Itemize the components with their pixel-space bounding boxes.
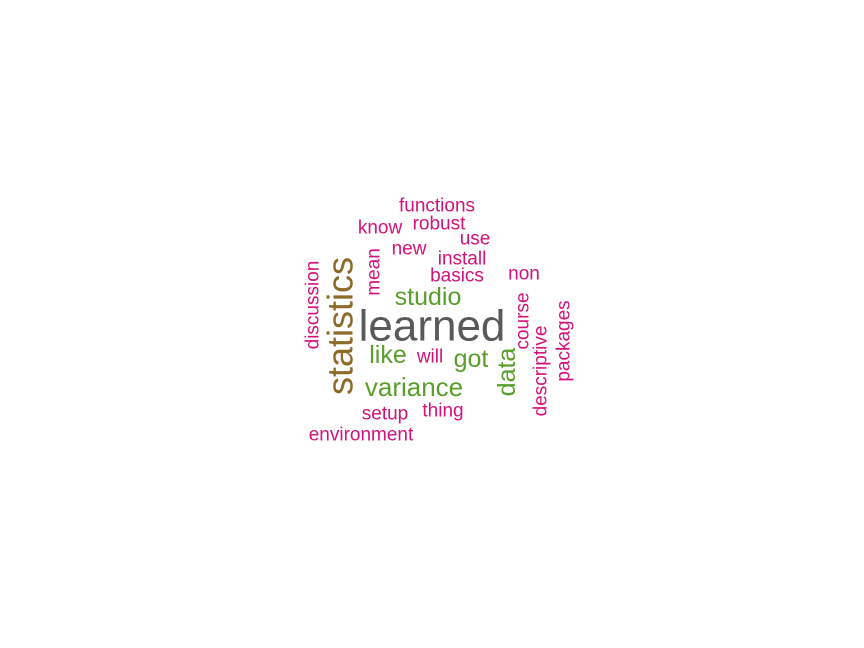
word-studio: studio xyxy=(395,283,462,311)
word-install: install xyxy=(438,249,487,270)
word-non: non xyxy=(508,264,540,285)
word-descriptive: descriptive xyxy=(531,326,552,417)
word-robust: robust xyxy=(413,214,467,235)
word-functions: functions xyxy=(399,196,475,217)
word-course: course xyxy=(513,292,534,349)
word-discussion: discussion xyxy=(303,261,324,350)
word-know: know xyxy=(358,218,403,239)
word-mean: mean xyxy=(364,248,385,296)
word-statistics: statistics xyxy=(320,257,361,395)
word-thing: thing xyxy=(422,401,463,422)
word-new: new xyxy=(392,239,427,260)
word-use: use xyxy=(460,229,491,250)
word-basics: basics xyxy=(430,266,484,287)
word-learned: learned xyxy=(359,302,506,351)
word-setup: setup xyxy=(362,404,408,425)
word-data: data xyxy=(493,348,521,397)
word-got: got xyxy=(454,345,489,373)
word-packages: packages xyxy=(554,300,575,381)
word-like: like xyxy=(369,341,407,369)
word-variance: variance xyxy=(365,372,463,402)
word-environment: environment xyxy=(309,425,414,446)
word-will: will xyxy=(416,347,443,368)
